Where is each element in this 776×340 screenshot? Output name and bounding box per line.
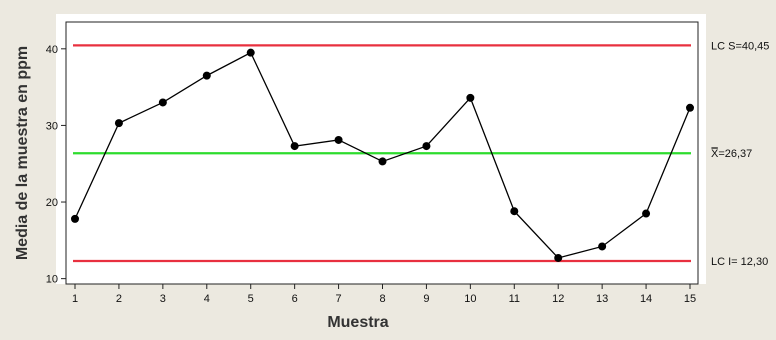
x-tick-label: 10 bbox=[464, 293, 476, 305]
data-point bbox=[378, 157, 387, 166]
y-tick-label: 30 bbox=[46, 120, 58, 132]
x-tick-label: 4 bbox=[204, 293, 210, 305]
data-point bbox=[202, 71, 211, 80]
center-label: X̿=26,37 bbox=[711, 147, 753, 160]
x-axis-ticks: 1 2 3 4 5 6 7 8 9 10 11 12 13 14 15 bbox=[72, 284, 696, 305]
data-point bbox=[510, 207, 519, 216]
x-tick-label: 15 bbox=[684, 293, 696, 305]
data-point bbox=[422, 142, 431, 151]
x-tick-label: 11 bbox=[509, 293, 520, 305]
center-label-symbol: X̿ bbox=[711, 147, 719, 160]
x-tick-label: 2 bbox=[116, 293, 122, 305]
y-axis-title: Media de la muestra en ppm bbox=[14, 46, 31, 260]
data-point bbox=[334, 135, 343, 144]
x-tick-label: 5 bbox=[248, 293, 254, 305]
y-tick-label: 10 bbox=[46, 274, 58, 286]
x-tick-label: 7 bbox=[336, 293, 342, 305]
lcl-label: LC I= 12,30 bbox=[711, 256, 768, 268]
x-tick-label: 9 bbox=[423, 293, 429, 305]
data-point bbox=[686, 103, 694, 112]
plot-area bbox=[56, 14, 706, 284]
x-axis-title: Muestra bbox=[327, 314, 388, 331]
control-limits: LC S=40,45 X̿=26,37 LC I= 12,30 bbox=[73, 40, 769, 268]
data-point bbox=[598, 242, 607, 251]
x-tick-label: 12 bbox=[552, 293, 564, 305]
x-tick-label: 8 bbox=[379, 293, 385, 305]
data-point bbox=[466, 93, 475, 102]
data-point bbox=[114, 119, 123, 128]
center-label-value: =26,37 bbox=[718, 148, 752, 160]
x-tick-label: 1 bbox=[72, 293, 78, 305]
y-tick-label: 20 bbox=[46, 197, 58, 209]
data-point bbox=[290, 142, 299, 151]
data-point bbox=[71, 214, 79, 223]
x-tick-label: 14 bbox=[640, 293, 652, 305]
data-point bbox=[246, 48, 255, 57]
data-point bbox=[158, 98, 167, 107]
x-tick-label: 6 bbox=[292, 293, 298, 305]
data-point bbox=[554, 253, 563, 262]
y-axis-ticks: 10 20 30 40 bbox=[46, 44, 66, 286]
x-tick-label: 13 bbox=[596, 293, 608, 305]
data-series bbox=[71, 48, 694, 262]
data-point bbox=[642, 209, 651, 218]
x-tick-label: 3 bbox=[160, 293, 166, 305]
ucl-label: LC S=40,45 bbox=[711, 40, 769, 52]
y-tick-label: 40 bbox=[46, 44, 58, 56]
